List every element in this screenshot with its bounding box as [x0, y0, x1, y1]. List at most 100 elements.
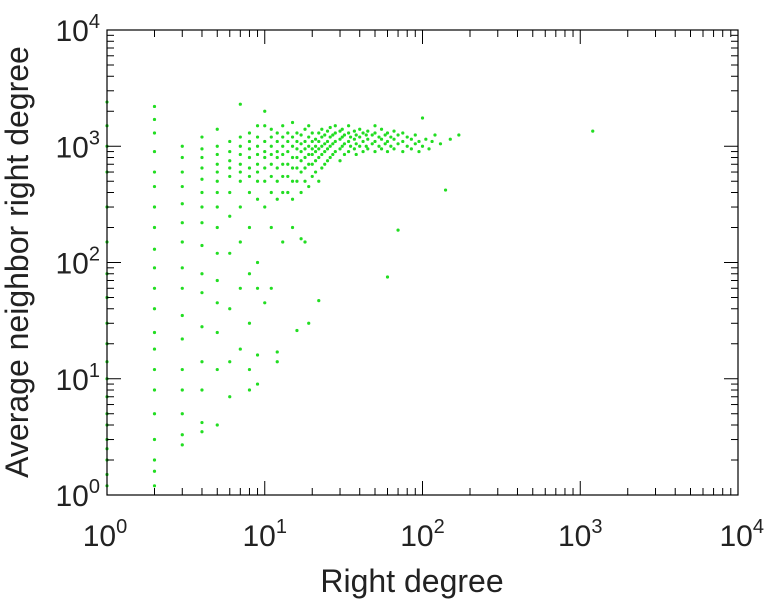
- data-point: [346, 131, 351, 135]
- data-point: [392, 147, 396, 151]
- data-point: [364, 144, 368, 148]
- data-point: [383, 142, 387, 146]
- data-point: [255, 353, 260, 357]
- data-point: [200, 272, 204, 276]
- data-point: [295, 166, 299, 170]
- data-point: [290, 197, 295, 201]
- data-point: [238, 162, 242, 166]
- data-point: [215, 367, 219, 372]
- data-point: [238, 144, 242, 148]
- data-point: [152, 469, 157, 473]
- data-point: [200, 325, 204, 329]
- data-point: [373, 131, 377, 135]
- data-point: [215, 190, 219, 195]
- data-point: [255, 144, 260, 148]
- data-point: [307, 321, 311, 325]
- data-point: [200, 190, 204, 195]
- data-point: [180, 240, 184, 244]
- data-point: [317, 155, 321, 160]
- data-point: [346, 124, 351, 128]
- data-point: [443, 188, 448, 192]
- data-point: [228, 159, 232, 163]
- data-point: [228, 166, 232, 170]
- data-point: [269, 152, 273, 157]
- y-tick-label: 102: [56, 244, 101, 281]
- data-point: [228, 251, 232, 255]
- data-point: [263, 205, 267, 209]
- data-point: [269, 162, 273, 166]
- data-point: [328, 135, 332, 139]
- data-point: [323, 133, 327, 137]
- data-point: [307, 152, 311, 157]
- data-point: [215, 251, 219, 255]
- data-point: [180, 155, 184, 160]
- data-point: [361, 139, 365, 144]
- data-point: [228, 149, 232, 154]
- data-point: [228, 190, 232, 195]
- data-point: [255, 286, 260, 290]
- data-point: [180, 144, 184, 148]
- data-point: [342, 133, 347, 137]
- data-point: [286, 131, 290, 135]
- points-layer: [105, 100, 595, 488]
- data-point: [238, 135, 242, 139]
- data-point: [275, 149, 279, 154]
- data-point: [200, 388, 204, 392]
- data-point: [263, 124, 267, 128]
- data-point: [247, 272, 252, 276]
- data-point: [247, 166, 252, 170]
- data-point: [307, 162, 311, 166]
- data-point: [255, 170, 260, 174]
- data-point: [215, 152, 219, 157]
- data-point: [373, 139, 377, 144]
- data-point: [303, 155, 307, 160]
- data-point: [333, 131, 337, 135]
- data-point: [215, 127, 219, 131]
- data-point: [331, 133, 335, 137]
- data-point: [385, 149, 390, 154]
- data-point: [247, 367, 252, 372]
- data-point: [290, 135, 295, 139]
- data-point: [200, 177, 204, 181]
- data-point: [340, 144, 344, 148]
- data-point: [281, 144, 285, 148]
- data-point: [269, 174, 273, 179]
- data-point: [313, 170, 318, 174]
- data-point: [215, 170, 219, 174]
- data-point: [200, 420, 204, 425]
- data-point: [263, 301, 267, 305]
- data-point: [320, 135, 324, 139]
- data-point: [401, 131, 405, 135]
- data-point: [342, 142, 347, 146]
- data-point: [200, 360, 204, 364]
- y-tick-label: 104: [56, 11, 101, 48]
- data-point: [331, 152, 335, 157]
- data-point: [247, 174, 252, 179]
- data-point: [238, 240, 242, 244]
- data-point: [340, 135, 344, 139]
- data-point: [328, 125, 332, 130]
- data-point: [405, 144, 409, 148]
- data-point: [396, 228, 400, 232]
- x-axis-label: Right degree: [320, 563, 503, 599]
- data-point: [247, 139, 252, 144]
- data-point: [290, 155, 295, 160]
- y-tick-label: 103: [56, 127, 101, 164]
- data-point: [215, 144, 219, 148]
- data-point: [238, 347, 242, 351]
- data-point: [328, 144, 332, 148]
- data-point: [370, 133, 374, 137]
- data-point: [281, 152, 285, 157]
- data-point: [180, 433, 184, 437]
- data-point: [255, 197, 260, 201]
- data-point: [281, 135, 285, 139]
- data-point: [215, 278, 219, 283]
- data-point: [215, 225, 219, 230]
- data-point: [358, 135, 362, 139]
- data-point: [299, 170, 303, 174]
- data-point: [200, 205, 204, 209]
- data-point: [370, 142, 374, 146]
- data-point: [348, 135, 353, 139]
- data-point: [420, 116, 425, 120]
- data-point: [263, 155, 267, 160]
